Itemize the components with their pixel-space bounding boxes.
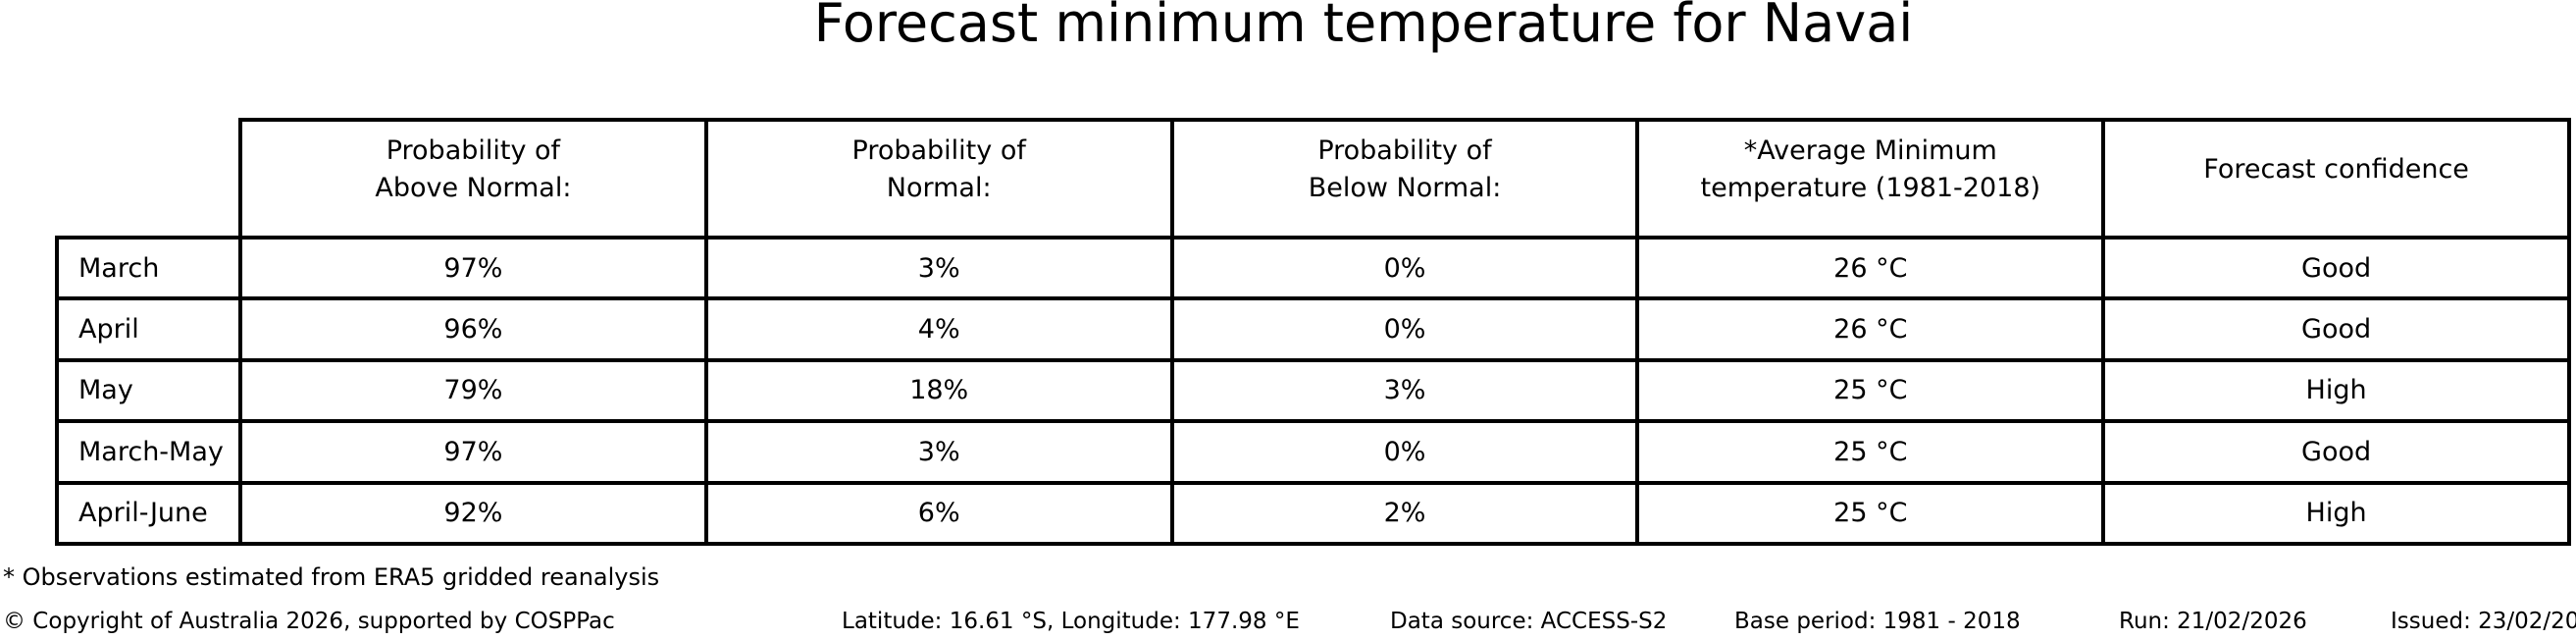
table-cell-marchmay-avgtemp: 25 °C [1639,423,2102,481]
run-date-text: Run: 21/02/2026 [2119,609,2307,634]
base-period-text: Base period: 1981 - 2018 [1734,609,2021,634]
table-cell-marchmay-confidence: Good [2105,423,2567,481]
table-cell-march-avgtemp: 26 °C [1639,240,2102,297]
lat-lon-text: Latitude: 16.61 °S, Longitude: 177.98 °E [842,609,1300,634]
row-label-april: April [59,300,238,358]
row-label-may: May [59,361,238,420]
data-source-text: Data source: ACCESS-S2 [1390,609,1668,634]
table-cell-april-confidence: Good [2105,300,2567,358]
issued-date-text: Issued: 23/02/2026 [2391,609,2576,634]
table-cell-may-below: 3% [1173,361,1636,420]
row-label-march: March [59,240,238,297]
table-cell-may-avgtemp: 25 °C [1639,361,2102,420]
table-cell-march-above: 97% [242,240,704,297]
col-header-average-min-temp: *Average Minimum temperature (1981-2018) [1639,122,2102,236]
table-cell-march-confidence: Good [2105,240,2567,297]
table-cell-march-below: 0% [1173,240,1636,297]
table-cell-march-normal: 3% [707,240,1170,297]
row-label-april-june: April-June [59,484,238,542]
table-cell-marchmay-above: 97% [242,423,704,481]
table-header-row: Probability of Above Normal: Probability… [238,118,2571,240]
col-header-below-normal: Probability of Below Normal: [1173,122,1636,236]
copyright-text: © Copyright of Australia 2026, supported… [3,609,615,634]
col-header-above-normal: Probability of Above Normal: [242,122,704,236]
table-cell-april-below: 0% [1173,300,1636,358]
figure-title: Forecast minimum temperature for Navai [813,0,1914,54]
table-cell-april-above: 96% [242,300,704,358]
table-cell-marchmay-below: 0% [1173,423,1636,481]
table-cell-apriljune-below: 2% [1173,484,1636,542]
col-header-normal: Probability of Normal: [707,122,1170,236]
col-header-forecast-confidence: Forecast confidence [2105,122,2567,236]
table-cell-may-above: 79% [242,361,704,420]
table-cell-may-normal: 18% [707,361,1170,420]
row-label-march-may: March-May [59,423,238,481]
table-cell-apriljune-normal: 6% [707,484,1170,542]
observations-footnote: * Observations estimated from ERA5 gridd… [3,563,660,591]
table-cell-apriljune-above: 92% [242,484,704,542]
table-cell-apriljune-confidence: High [2105,484,2567,542]
table-body: March 97% 3% 0% 26 °C Good April 96% 4% … [55,236,2571,546]
table-cell-may-confidence: High [2105,361,2567,420]
table-cell-apriljune-avgtemp: 25 °C [1639,484,2102,542]
table-cell-april-avgtemp: 26 °C [1639,300,2102,358]
table-cell-marchmay-normal: 3% [707,423,1170,481]
table-cell-april-normal: 4% [707,300,1170,358]
